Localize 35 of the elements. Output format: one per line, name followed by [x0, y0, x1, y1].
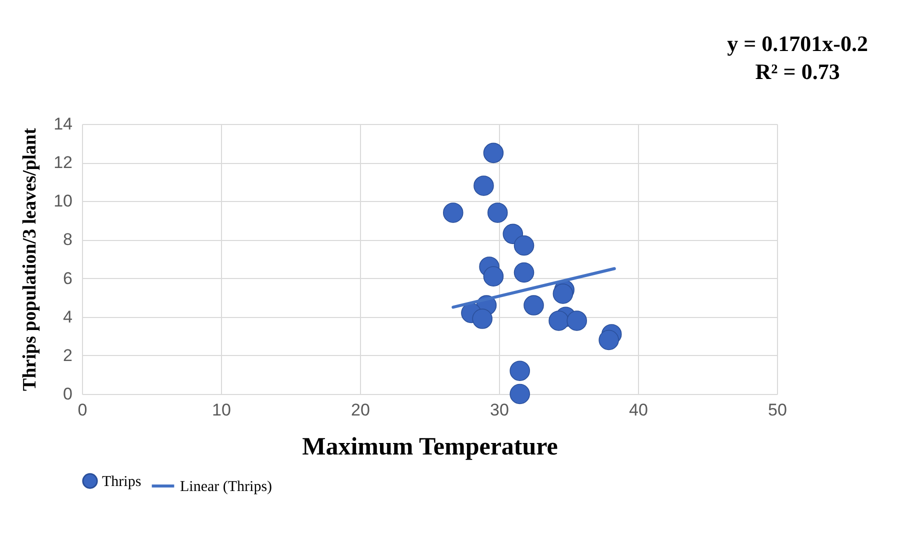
point [510, 384, 530, 404]
point [474, 176, 494, 196]
legend-label: Thrips [102, 474, 142, 490]
point [514, 235, 534, 256]
point [483, 266, 504, 286]
point [552, 284, 574, 304]
x-axis-title: Maximum Temperature [302, 434, 558, 460]
point [548, 310, 569, 331]
x-tick-label: 40 [629, 400, 648, 420]
x-tick-label: 30 [490, 400, 509, 420]
y-axis-title: Thrips population/3 leaves/plant [20, 127, 41, 391]
y-tick-label: 2 [63, 346, 72, 365]
text: y = 0.1701x-0.2 [727, 30, 868, 58]
y-tick-label: 14 [54, 114, 72, 134]
y-tick-label: 0 [63, 384, 72, 404]
y-tick-label: 8 [63, 230, 72, 250]
point [487, 202, 508, 223]
legend-label: Linear (Thrips) [180, 479, 272, 495]
point [598, 330, 619, 350]
x-tick-label: 20 [351, 400, 370, 420]
x-tick-label: 50 [768, 400, 787, 420]
point [442, 202, 464, 223]
point [566, 310, 587, 331]
point [472, 308, 492, 329]
x-tick-label: 10 [212, 400, 231, 420]
point [524, 295, 544, 316]
y-tick-label: 12 [54, 153, 72, 172]
y-tick-label: 4 [63, 307, 72, 326]
text: R² = 0.73 [754, 58, 841, 86]
y-tick-label: 10 [54, 192, 72, 211]
point [514, 262, 534, 283]
x-tick-label: 0 [78, 400, 88, 420]
point [483, 142, 504, 164]
point [510, 360, 530, 381]
y-tick-label: 6 [63, 268, 72, 288]
